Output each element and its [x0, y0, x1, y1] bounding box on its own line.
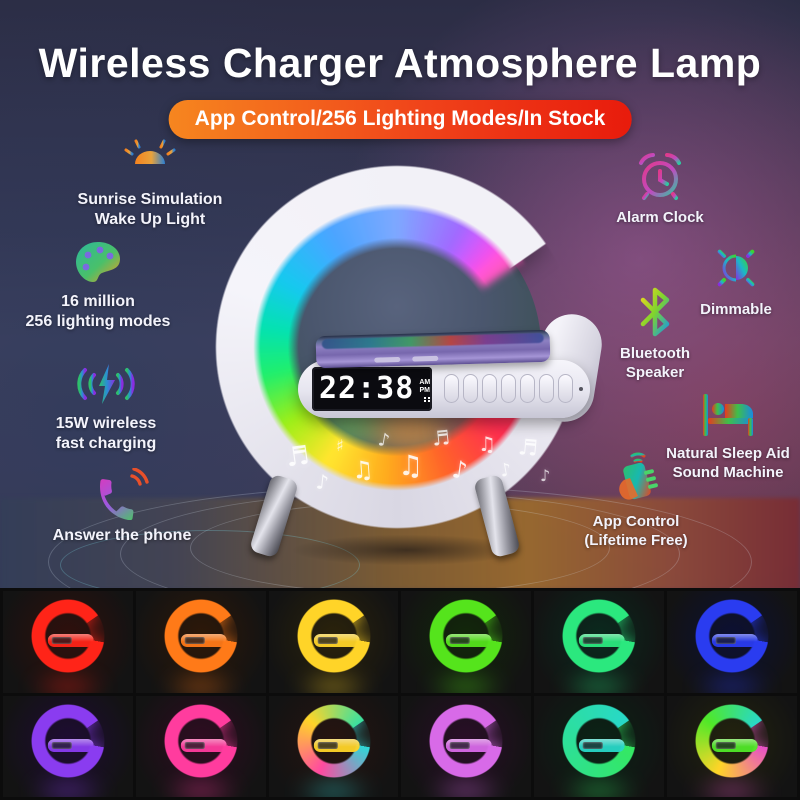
clock-meridiem: AM PM [419, 379, 430, 399]
variant-g-bar [711, 634, 758, 647]
feature-label: Sunrise Simulation [77, 191, 223, 208]
clock-am-label: AM [419, 379, 431, 386]
lamp-base-bar: 22:38 AM PM [298, 360, 590, 418]
device-button [539, 374, 554, 403]
feature-label: Dimmable [700, 301, 772, 318]
device-button [520, 374, 535, 403]
variant-swatch-purple [3, 695, 133, 797]
mic-hole [579, 387, 583, 391]
variant-g-bar [578, 634, 625, 647]
variant-swatch-rainbow-warm [268, 695, 399, 797]
answer-phone-icon [100, 468, 149, 520]
variant-g-bar [180, 634, 227, 647]
variant-swatch-yellow [268, 591, 399, 693]
charging-phone [315, 329, 551, 369]
variant-clock-display [184, 741, 205, 749]
device-button [501, 374, 516, 403]
feature-lighting-modes: 16 million 256 lighting modes [0, 240, 198, 333]
variant-g-bar [446, 738, 493, 752]
feature-label: Speaker [625, 364, 685, 382]
variant-g-bar [578, 738, 625, 752]
feature-label: App Control [592, 513, 680, 530]
dimmable-icon [711, 243, 761, 293]
device-button [444, 374, 459, 403]
feature-fast-charging: 15W wireless fast charging [6, 360, 206, 455]
feature-label: 15W wireless [55, 415, 157, 432]
feature-label: 256 lighting modes [25, 313, 171, 331]
phone-screen [321, 332, 544, 350]
color-variants-grid [0, 588, 800, 800]
app-control-icon [619, 452, 658, 500]
variant-swatch-green-cyan [534, 695, 665, 797]
feature-sunrise-simulation: Sunrise Simulation Wake Up Light [50, 134, 250, 231]
feature-bluetooth-speaker: Bluetooth Speaker [555, 286, 755, 382]
variant-clock-display [51, 637, 72, 644]
variant-clock-display [582, 637, 603, 644]
lamp-shadow [242, 528, 572, 572]
variant-clock-display [450, 741, 471, 749]
variant-swatch-hot-pink [135, 695, 266, 797]
variant-swatch-red [3, 591, 133, 693]
variant-swatch-orange [135, 591, 266, 693]
feature-label: Answer the phone [52, 527, 192, 544]
feature-label: (Lifetime Free) [584, 532, 688, 550]
wireless-charging-icon [77, 364, 135, 404]
feature-alarm-clock: Alarm Clock [560, 150, 760, 227]
device-button [558, 374, 573, 403]
hero-scene: Wireless Charger Atmosphere Lamp App Con… [0, 0, 800, 588]
feature-label: 16 million [61, 293, 135, 310]
variant-clock-display [715, 637, 736, 644]
alarm-indicator-icon [423, 397, 426, 399]
variant-g-bar [47, 738, 94, 752]
variant-clock-display [317, 637, 338, 644]
feature-label: Natural Sleep Aid [666, 445, 790, 462]
feature-sleep-aid: Natural Sleep Aid Sound Machine [628, 392, 800, 482]
variant-clock-display [51, 741, 72, 749]
variant-swatch-orchid [401, 695, 532, 797]
variant-clock-display [715, 741, 736, 749]
sleep-bed-icon [703, 394, 753, 436]
device-buttons [444, 374, 573, 403]
variant-swatch-green [401, 591, 532, 693]
variant-swatch-rainbow-cool [667, 695, 797, 797]
palette-icon [76, 242, 120, 282]
variant-clock-display [582, 741, 603, 749]
clock-pm-label: PM [419, 387, 431, 394]
alarm-clock-icon [639, 153, 681, 200]
feature-label: Alarm Clock [616, 209, 704, 226]
feature-label: Bluetooth [620, 345, 690, 362]
promo-banner: App Control/256 Lighting Modes/In Stock [168, 100, 632, 139]
variant-g-bar [711, 738, 758, 752]
variant-g-bar [313, 634, 360, 647]
variant-clock-display [184, 637, 205, 644]
bluetooth-icon [640, 287, 670, 337]
sunrise-icon [121, 135, 179, 177]
variant-g-bar [313, 738, 360, 752]
device-button [463, 374, 478, 403]
variant-clock-display [317, 741, 338, 749]
phone-side-button [412, 355, 439, 362]
variant-g-bar [446, 634, 493, 647]
feature-label: Sound Machine [672, 464, 784, 482]
variant-g-bar [47, 634, 94, 647]
feature-label: fast charging [55, 435, 157, 453]
feature-label: Wake Up Light [94, 211, 206, 229]
variant-clock-display [450, 637, 471, 644]
variant-swatch-mint-green [534, 591, 665, 693]
feature-answer-phone: Answer the phone [22, 468, 222, 546]
feature-dimmable: Dimmable [636, 242, 800, 319]
variant-swatch-blue [667, 591, 797, 693]
clock-time: 22:38 [319, 371, 415, 406]
variant-g-bar [180, 738, 227, 752]
phone-side-button [374, 356, 401, 363]
device-button [482, 374, 497, 403]
page-title: Wireless Charger Atmosphere Lamp [38, 40, 762, 86]
clock-display: 22:38 AM PM [312, 367, 432, 411]
feature-app-control: App Control (Lifetime Free) [536, 450, 736, 550]
